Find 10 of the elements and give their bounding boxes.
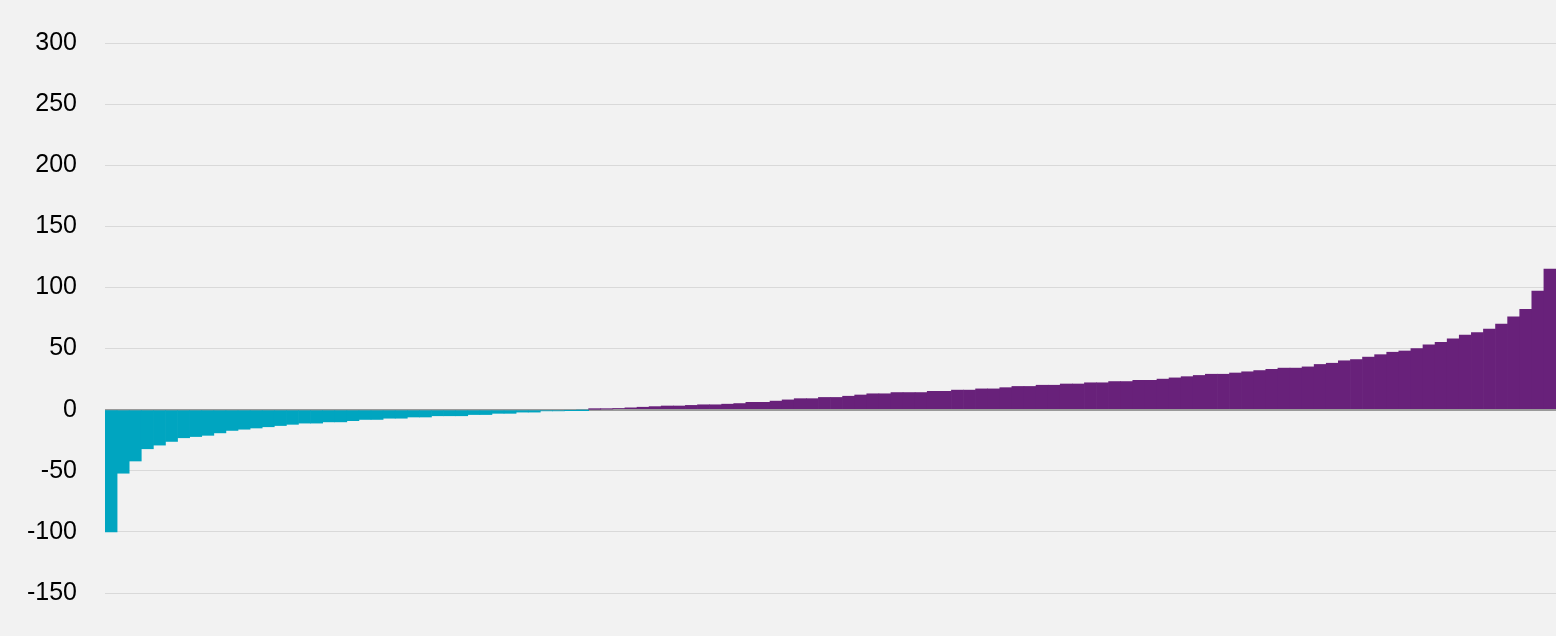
y-tick-label: 200 xyxy=(35,149,77,178)
y-tick-label: -50 xyxy=(40,454,77,483)
y-tick-label: 150 xyxy=(35,210,77,239)
y-tick-label: 0 xyxy=(63,393,77,422)
y-tick-label: 300 xyxy=(35,26,77,55)
y-tick-label: 100 xyxy=(35,271,77,300)
y-tick-label: 50 xyxy=(49,332,77,361)
y-tick-label: 250 xyxy=(35,88,77,116)
y-tick-label: -150 xyxy=(26,576,77,605)
y-tick-label: -100 xyxy=(26,515,77,544)
